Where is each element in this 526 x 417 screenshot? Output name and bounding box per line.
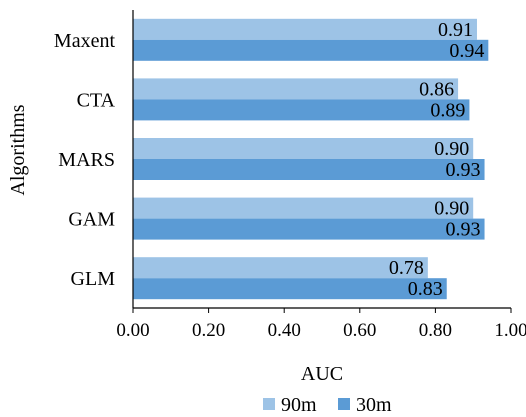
x-tick-label: 0.20 [192, 320, 225, 341]
data-label-90m-CTA: 0.86 [419, 78, 454, 100]
category-label: GLM [71, 268, 116, 290]
category-label: GAM [68, 209, 115, 231]
x-tick-label: 0.40 [268, 320, 301, 341]
bars-layer [133, 18, 489, 300]
bar-30m-CTA [133, 99, 470, 121]
data-label-30m-Maxent: 0.94 [449, 40, 484, 62]
y-category-labels: Maxent CTA MARS GAM GLM [54, 30, 116, 290]
bar-90m-Maxent [133, 18, 477, 40]
data-label-90m-MARS: 0.90 [434, 138, 469, 160]
y-axis-title: Algorithms [7, 104, 29, 195]
data-label-30m-GAM: 0.93 [446, 219, 481, 241]
bar-30m-MARS [133, 159, 485, 180]
data-label-30m-CTA: 0.89 [430, 99, 465, 121]
legend-swatch-90m [263, 398, 275, 410]
category-label: Maxent [54, 30, 116, 52]
legend: 90m 30m [263, 394, 392, 416]
category-label: MARS [58, 149, 115, 171]
x-ticks: 0.00 0.20 0.40 0.60 0.80 1.00 [116, 308, 526, 341]
bar-30m-GAM [133, 218, 485, 240]
x-axis-title: AUC [301, 363, 343, 385]
data-label-90m-Maxent: 0.91 [438, 19, 473, 41]
x-tick-label: 0.80 [419, 320, 452, 341]
x-tick-label: 0.60 [343, 320, 376, 341]
data-label-30m-GLM: 0.83 [408, 278, 443, 300]
legend-swatch-30m [338, 398, 350, 410]
bar-90m-GAM [133, 197, 474, 219]
data-labels: 0.910.940.860.890.900.930.900.930.780.83 [389, 19, 484, 300]
bar-90m-CTA [133, 78, 459, 100]
data-label-90m-GLM: 0.78 [389, 257, 424, 279]
x-tick-label: 1.00 [494, 320, 526, 341]
bar-90m-MARS [133, 138, 474, 159]
legend-label-90m: 90m [281, 394, 317, 416]
data-label-30m-MARS: 0.93 [446, 159, 481, 181]
legend-label-30m: 30m [356, 394, 392, 416]
bar-90m-GLM [133, 257, 428, 279]
x-tick-label: 0.00 [116, 320, 149, 341]
category-label: CTA [77, 89, 116, 111]
bar-30m-GLM [133, 278, 447, 300]
bar-30m-Maxent [133, 39, 489, 61]
data-label-90m-GAM: 0.90 [434, 198, 469, 220]
